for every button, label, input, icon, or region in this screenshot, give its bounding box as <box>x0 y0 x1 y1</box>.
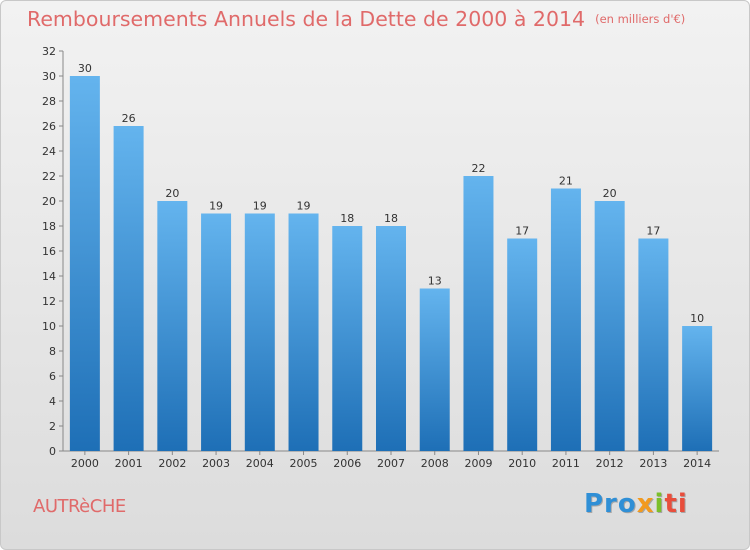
x-tick-label: 2004 <box>246 457 274 470</box>
x-tick-label: 2003 <box>202 457 230 470</box>
bar <box>594 201 625 451</box>
commune-name: AUTRèCHE <box>33 496 126 517</box>
x-tick-label: 2000 <box>71 457 99 470</box>
y-tick-label: 14 <box>42 270 56 283</box>
logo-part-4: ti <box>664 489 688 519</box>
bar <box>419 288 450 451</box>
value-label: 17 <box>646 225 660 238</box>
y-tick-label: 32 <box>42 45 56 58</box>
proxiti-logo[interactable]: Proxiti <box>584 489 688 519</box>
bars <box>69 76 713 451</box>
value-label: 19 <box>253 200 267 213</box>
x-tick-label: 2002 <box>158 457 186 470</box>
bar <box>113 126 144 451</box>
bar <box>332 226 363 451</box>
bar <box>201 213 232 451</box>
bar <box>550 188 581 451</box>
y-tick-label: 2 <box>49 420 56 433</box>
bar <box>682 326 713 451</box>
value-label: 18 <box>384 212 398 225</box>
bar <box>507 238 538 451</box>
value-label: 20 <box>603 187 617 200</box>
y-tick-label: 16 <box>42 245 56 258</box>
value-label: 18 <box>340 212 354 225</box>
chart-title-text: Remboursements Annuels de la Dette de 20… <box>27 7 586 31</box>
labels: 30 2000 26 2001 20 2002 19 2003 19 2004 19 2005 18 20… <box>71 62 711 470</box>
x-tick-label: 2013 <box>639 457 667 470</box>
chart-title: Remboursements Annuels de la Dette de 20… <box>27 7 685 31</box>
logo-part-1: Pro <box>584 489 637 519</box>
logo-part-2: x <box>636 489 655 519</box>
y-tick-label: 12 <box>42 295 56 308</box>
bar <box>244 213 275 451</box>
x-tick-label: 2001 <box>115 457 143 470</box>
value-label: 26 <box>122 112 136 125</box>
value-label: 10 <box>690 312 704 325</box>
y-tick-label: 18 <box>42 220 56 233</box>
y-tick-label: 6 <box>49 370 56 383</box>
x-tick-label: 2011 <box>552 457 580 470</box>
value-label: 22 <box>471 162 485 175</box>
y-tick-label: 24 <box>42 145 56 158</box>
x-tick-label: 2006 <box>333 457 361 470</box>
y-tick-label: 20 <box>42 195 56 208</box>
y-tick-label: 8 <box>49 345 56 358</box>
bar <box>157 201 188 451</box>
y-tick-label: 4 <box>49 395 56 408</box>
value-label: 19 <box>209 200 223 213</box>
bar <box>288 213 319 451</box>
bar <box>638 238 669 451</box>
unit-note: (en milliers d'€) <box>595 12 686 26</box>
y-tick-label: 22 <box>42 170 56 183</box>
bar <box>376 226 406 451</box>
x-tick-label: 2008 <box>421 457 449 470</box>
bar <box>463 176 494 451</box>
x-tick-label: 2005 <box>290 457 318 470</box>
x-tick-label: 2012 <box>596 457 624 470</box>
value-label: 19 <box>297 200 311 213</box>
bar <box>69 76 100 451</box>
y-tick-label: 30 <box>42 70 56 83</box>
value-label: 13 <box>428 275 442 288</box>
y-tick-label: 28 <box>42 95 56 108</box>
x-tick-label: 2014 <box>683 457 711 470</box>
x-tick-label: 2009 <box>464 457 492 470</box>
y-tick-label: 26 <box>42 120 56 133</box>
value-label: 21 <box>559 175 573 188</box>
y-tick-label: 0 <box>49 445 56 458</box>
value-label: 30 <box>78 62 92 75</box>
y-tick-label: 10 <box>42 320 56 333</box>
value-label: 20 <box>165 187 179 200</box>
x-tick-label: 2010 <box>508 457 536 470</box>
logo-part-3: i <box>654 489 665 519</box>
x-tick-label: 2007 <box>377 457 405 470</box>
value-label: 17 <box>515 225 529 238</box>
